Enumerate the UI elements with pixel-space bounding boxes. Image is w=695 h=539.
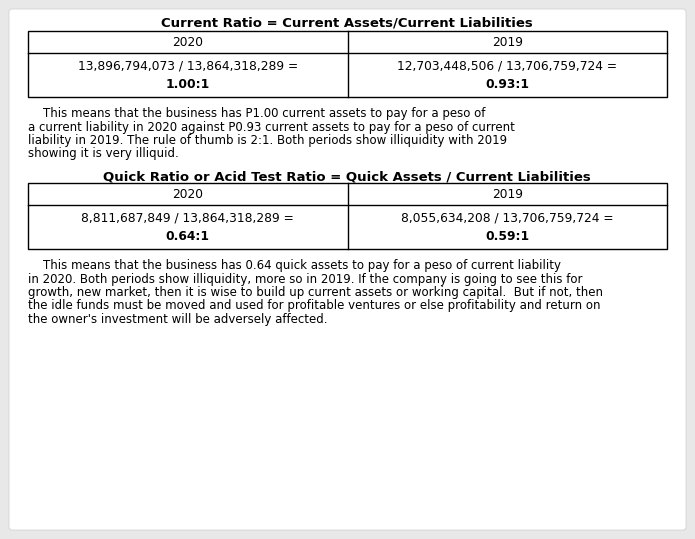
Text: This means that the business has 0.64 quick assets to pay for a peso of current : This means that the business has 0.64 qu… <box>28 259 561 272</box>
Text: 0.59:1: 0.59:1 <box>485 230 530 243</box>
Text: liability in 2019. The rule of thumb is 2:1. Both periods show illiquidity with : liability in 2019. The rule of thumb is … <box>28 134 507 147</box>
Text: 12,703,448,506 / 13,706,759,724 =: 12,703,448,506 / 13,706,759,724 = <box>398 59 617 73</box>
Text: 2019: 2019 <box>492 188 523 201</box>
Text: Quick Ratio or Acid Test Ratio = Quick Assets / Current Liabilities: Quick Ratio or Acid Test Ratio = Quick A… <box>103 171 591 184</box>
Text: a current liability in 2020 against P0.93 current assets to pay for a peso of cu: a current liability in 2020 against P0.9… <box>28 121 515 134</box>
Text: in 2020. Both periods show illiquidity, more so in 2019. If the company is going: in 2020. Both periods show illiquidity, … <box>28 273 582 286</box>
FancyBboxPatch shape <box>9 9 686 530</box>
Text: 2019: 2019 <box>492 36 523 49</box>
Text: Current Ratio = Current Assets/Current Liabilities: Current Ratio = Current Assets/Current L… <box>161 16 533 29</box>
Bar <box>28 183 667 249</box>
Bar <box>28 31 667 97</box>
Text: 1.00:1: 1.00:1 <box>165 78 210 91</box>
Text: 13,896,794,073 / 13,864,318,289 =: 13,896,794,073 / 13,864,318,289 = <box>78 59 298 73</box>
Text: 0.93:1: 0.93:1 <box>485 78 530 91</box>
Text: 8,811,687,849 / 13,864,318,289 =: 8,811,687,849 / 13,864,318,289 = <box>81 211 294 225</box>
Text: This means that the business has P1.00 current assets to pay for a peso of: This means that the business has P1.00 c… <box>28 107 485 120</box>
Text: growth, new market, then it is wise to build up current assets or working capita: growth, new market, then it is wise to b… <box>28 286 603 299</box>
Text: the owner's investment will be adversely affected.: the owner's investment will be adversely… <box>28 313 327 326</box>
Text: 8,055,634,208 / 13,706,759,724 =: 8,055,634,208 / 13,706,759,724 = <box>401 211 614 225</box>
Text: 0.64:1: 0.64:1 <box>165 230 210 243</box>
Text: showing it is very illiquid.: showing it is very illiquid. <box>28 148 179 161</box>
Text: the idle funds must be moved and used for profitable ventures or else profitabil: the idle funds must be moved and used fo… <box>28 300 600 313</box>
Text: 2020: 2020 <box>172 188 203 201</box>
Text: 2020: 2020 <box>172 36 203 49</box>
